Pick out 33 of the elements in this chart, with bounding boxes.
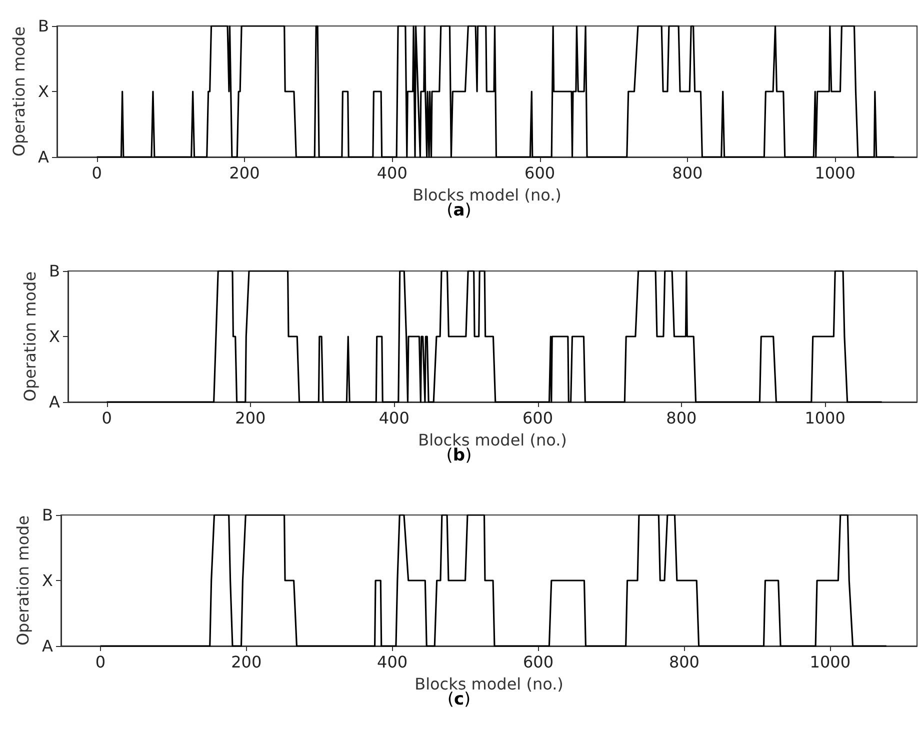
category-label: X: [49, 327, 60, 346]
x-tick-label: 800: [666, 408, 697, 428]
x-tick-label: 400: [377, 652, 408, 672]
x-tick-label: 400: [378, 408, 410, 428]
y-axis-title: Operation mode: [20, 271, 40, 402]
x-tick-label: 600: [522, 408, 554, 428]
x-tick-label: 0: [92, 164, 102, 182]
category-label: A: [49, 392, 60, 412]
y-axis-title: Operation mode: [10, 26, 29, 157]
x-tick-label: 400: [376, 164, 408, 182]
category-label: X: [42, 571, 53, 590]
x-tick-label: 800: [672, 164, 703, 182]
category-label: A: [38, 148, 49, 166]
category-label: A: [42, 636, 53, 656]
text: (a): [446, 200, 472, 220]
x-tick-label: 0: [102, 408, 112, 428]
x-tick-label: 1000: [810, 652, 851, 672]
x-tick-label: 200: [231, 652, 262, 672]
x-tick-label: 1000: [814, 164, 856, 182]
text: (b): [446, 446, 472, 466]
category-label: X: [38, 82, 49, 101]
category-label: B: [42, 506, 53, 524]
x-tick-label: 800: [668, 652, 700, 672]
x-tick-label: 200: [235, 408, 266, 428]
x-tick-label: 600: [524, 164, 556, 182]
x-tick-label: 1000: [804, 408, 846, 428]
category-label: B: [49, 262, 60, 280]
y-axis-title: Operation mode: [14, 515, 33, 646]
category-label: B: [38, 16, 49, 36]
text: (c): [447, 690, 471, 710]
x-tick-label: 200: [229, 164, 260, 182]
x-tick-label: 0: [95, 652, 106, 672]
x-tick-label: 600: [522, 652, 554, 672]
